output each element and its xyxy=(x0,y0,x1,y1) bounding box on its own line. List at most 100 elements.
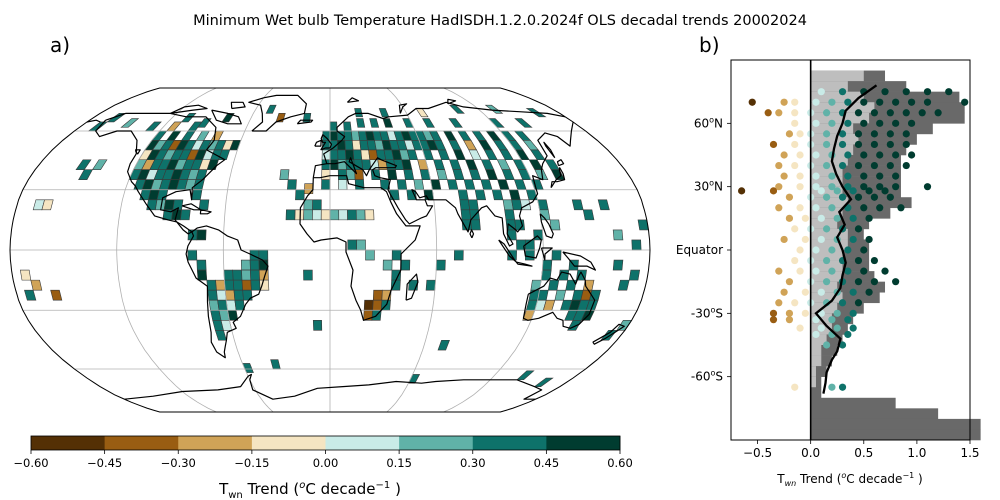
coastline xyxy=(124,373,543,400)
trend-point xyxy=(775,299,783,307)
coastline xyxy=(199,209,212,215)
map-cell xyxy=(480,179,493,191)
map-cell xyxy=(321,169,331,180)
trend-point xyxy=(796,130,804,138)
map-cell xyxy=(24,289,37,301)
map-cell xyxy=(457,189,469,201)
trend-point xyxy=(785,278,794,286)
map-cell xyxy=(485,169,499,180)
trend-point xyxy=(838,88,847,96)
x-tick-label: 0.0 xyxy=(801,446,820,460)
coastline xyxy=(556,159,565,167)
coastline xyxy=(522,271,596,329)
map-cell xyxy=(250,279,261,291)
map-cell xyxy=(492,140,509,151)
histogram-bar-light xyxy=(810,102,875,114)
trend-point xyxy=(828,246,836,254)
coastline xyxy=(135,149,141,155)
map-cell xyxy=(151,130,168,141)
histogram-bar-dark xyxy=(810,155,901,166)
colorbar-tick-label: −0.45 xyxy=(87,456,122,470)
map-cell xyxy=(363,299,374,311)
coastline xyxy=(248,94,307,132)
coastline xyxy=(211,109,242,125)
map-cell xyxy=(551,249,562,261)
map-cell xyxy=(187,249,198,261)
map-cell xyxy=(387,169,398,180)
trend-point xyxy=(785,214,794,222)
map-cell xyxy=(354,108,364,118)
map-cell xyxy=(365,249,375,261)
map-cell xyxy=(337,140,346,151)
histogram-bar-dark xyxy=(810,176,901,187)
histogram-bar-light xyxy=(810,345,822,356)
trend-point xyxy=(870,256,879,265)
trend-point xyxy=(876,151,884,159)
map-cell xyxy=(504,209,516,221)
map-cell xyxy=(329,159,339,170)
map-cell xyxy=(448,104,465,114)
zonal-trend-points xyxy=(738,88,969,391)
coastline xyxy=(320,134,333,151)
histogram-bar-dark xyxy=(810,144,907,156)
histogram-bar-dark xyxy=(810,355,832,367)
map-cell xyxy=(631,239,642,251)
map-cell xyxy=(435,259,446,271)
map-cell xyxy=(372,289,383,301)
map-cell xyxy=(364,209,375,221)
map-cell xyxy=(356,118,366,128)
trend-point xyxy=(769,140,778,149)
trend-point xyxy=(854,256,863,265)
histogram-bar-dark xyxy=(810,112,965,124)
map-cell xyxy=(452,149,466,161)
histogram-bar-dark xyxy=(810,408,939,420)
trend-point xyxy=(907,151,916,159)
map-cell xyxy=(207,289,218,301)
map-cell xyxy=(567,320,582,331)
coastline xyxy=(181,203,202,211)
map-cell xyxy=(75,159,92,170)
map-cell xyxy=(87,121,109,132)
coastline xyxy=(299,175,421,321)
trend-point xyxy=(881,267,889,275)
trend-point xyxy=(838,140,847,149)
trend-point xyxy=(828,267,836,275)
map-cell xyxy=(241,279,252,291)
map-cell xyxy=(437,339,450,351)
trend-point xyxy=(796,204,804,212)
trend-point xyxy=(876,204,884,212)
map-cell xyxy=(250,269,260,281)
trend-point xyxy=(923,98,932,106)
map-cell xyxy=(41,199,54,211)
trend-point xyxy=(785,316,794,324)
trend-point xyxy=(791,119,799,127)
trend-point xyxy=(796,267,804,275)
histogram-bar-light xyxy=(810,228,848,240)
trend-point xyxy=(769,187,778,195)
trend-point xyxy=(791,225,799,233)
map-cell xyxy=(242,289,253,301)
map-cell xyxy=(443,130,457,141)
colorbar-segment xyxy=(325,436,400,450)
map-cell xyxy=(355,209,366,221)
trend-point xyxy=(828,316,836,324)
map-cell xyxy=(312,209,322,221)
map-cell xyxy=(425,279,436,291)
map-cell xyxy=(195,130,210,141)
histogram-bar-light xyxy=(810,165,843,177)
x-tick-label: 0.5 xyxy=(854,446,873,460)
trend-point xyxy=(828,383,836,391)
trend-point xyxy=(838,299,847,307)
trend-point xyxy=(870,109,879,117)
trend-point xyxy=(945,88,953,96)
trend-point xyxy=(748,98,756,106)
map-cell xyxy=(415,108,429,118)
trend-point xyxy=(923,183,932,191)
histogram-bar-dark xyxy=(810,387,822,399)
coastline xyxy=(543,141,556,159)
coastline xyxy=(592,323,625,345)
coastline xyxy=(314,139,322,147)
histogram-bar-light xyxy=(810,250,843,261)
trend-point xyxy=(876,119,884,127)
trend-point xyxy=(838,161,847,170)
